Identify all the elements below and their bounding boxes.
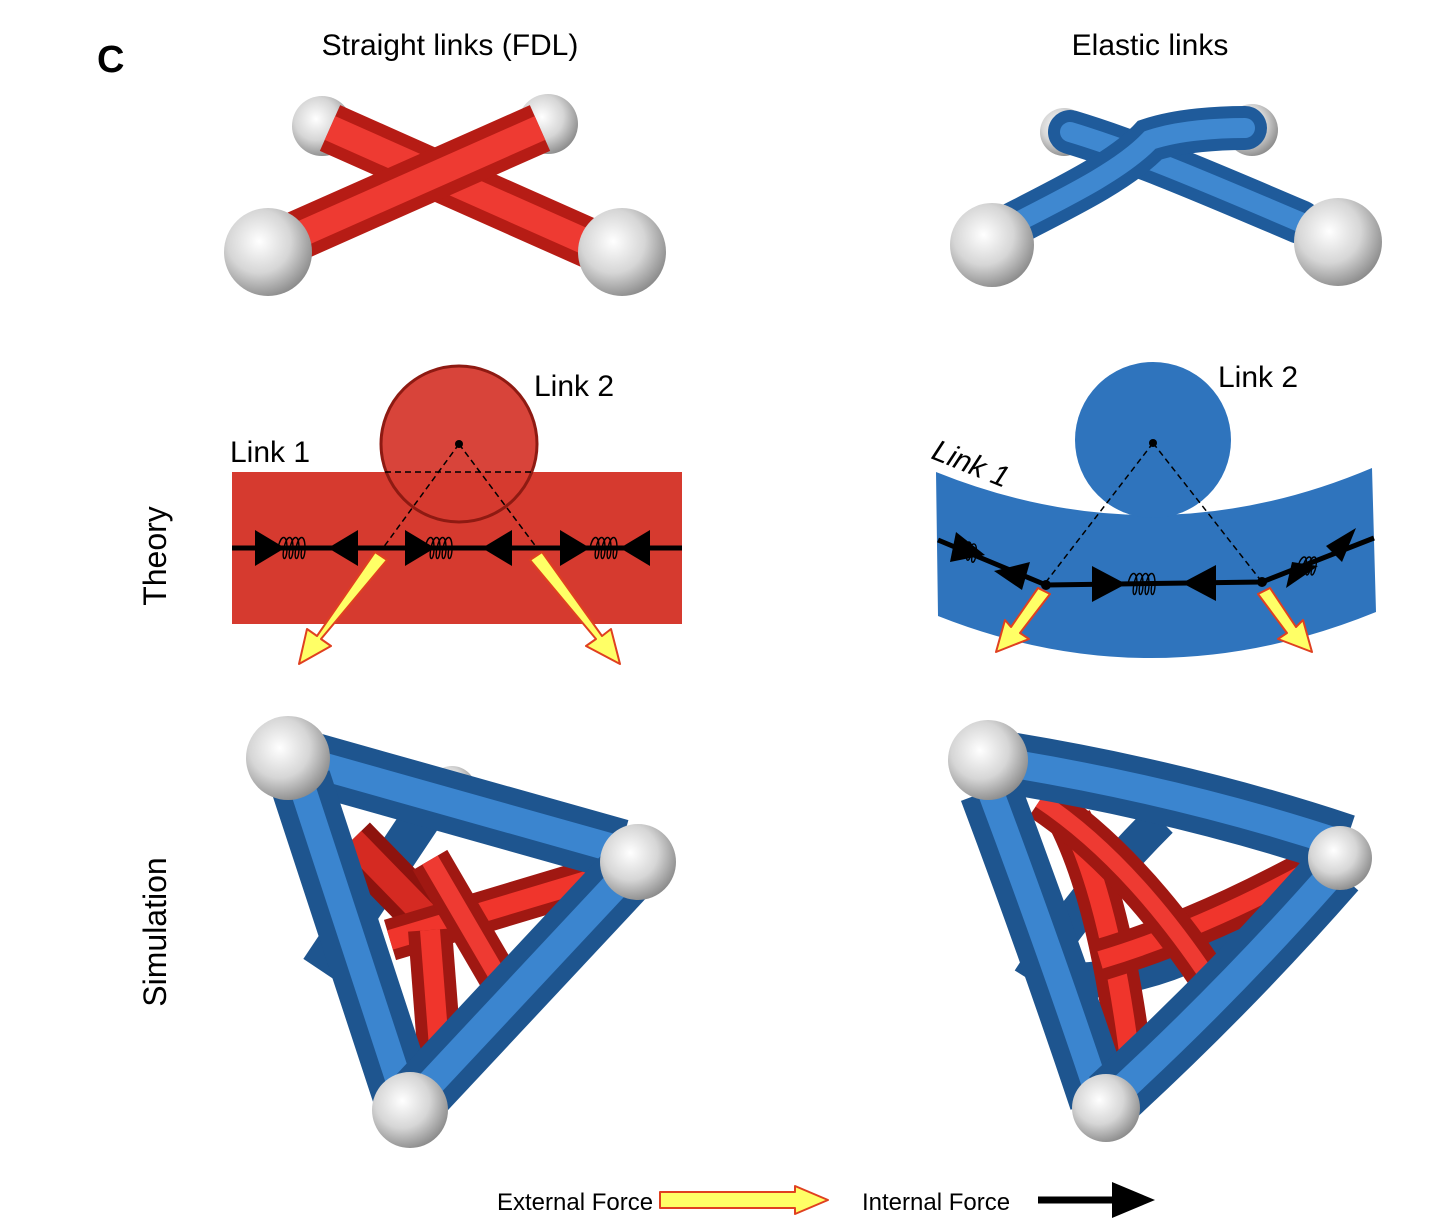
red-link-tube bbox=[1035, 793, 1217, 985]
link1-bent-body bbox=[936, 468, 1376, 659]
node-sphere bbox=[578, 208, 666, 296]
node-sphere bbox=[950, 203, 1034, 287]
blue-link-tube bbox=[977, 785, 1113, 1105]
elastic-links-3d-render bbox=[950, 104, 1382, 287]
node-sphere bbox=[246, 716, 330, 800]
blue-link-rod bbox=[296, 746, 624, 864]
internal-arrowhead bbox=[994, 562, 1030, 590]
internal-arrowhead bbox=[482, 530, 512, 566]
straight-links-3d-render bbox=[224, 94, 666, 296]
red-link-rod bbox=[422, 855, 508, 985]
legend-external-force-label: External Force bbox=[497, 1189, 653, 1216]
blue-link-rod bbox=[287, 775, 418, 1105]
legend: External Force Internal Force bbox=[497, 1182, 1155, 1218]
red-link-rod bbox=[387, 870, 593, 950]
legend-internal-force-label: Internal Force bbox=[862, 1189, 1010, 1216]
simulation-elastic-render bbox=[948, 720, 1372, 1142]
internal-arrowhead bbox=[1092, 566, 1126, 602]
legend-internal-force-arrowhead bbox=[1112, 1182, 1155, 1218]
column-title-straight: Straight links (FDL) bbox=[322, 29, 579, 62]
internal-arrowhead bbox=[1326, 528, 1356, 562]
node-sphere bbox=[1072, 1074, 1140, 1142]
external-force-arrow bbox=[529, 551, 621, 665]
link2-label: Link 2 bbox=[534, 370, 614, 403]
red-link-rod bbox=[342, 830, 440, 930]
panel-letter: C bbox=[97, 39, 124, 81]
internal-arrowhead bbox=[1182, 565, 1216, 601]
node-sphere bbox=[224, 208, 312, 296]
theory-straight-diagram: Link 1 Link 2 bbox=[230, 364, 682, 665]
red-link-rod-highlight bbox=[286, 116, 546, 250]
node-sphere bbox=[1308, 826, 1372, 890]
internal-arrowhead bbox=[1286, 562, 1318, 588]
blue-link-tube-highlight bbox=[988, 118, 1255, 242]
node-sphere bbox=[600, 824, 676, 900]
contact-dashed-line bbox=[458, 443, 538, 549]
link2-label: Link 2 bbox=[1218, 361, 1298, 394]
internal-arrowhead bbox=[620, 530, 650, 566]
contact-point bbox=[1041, 580, 1051, 590]
internal-arrowhead bbox=[255, 530, 285, 566]
spring bbox=[277, 536, 306, 560]
internal-arrowhead bbox=[560, 530, 590, 566]
contact-point bbox=[1257, 577, 1267, 587]
blue-link-tube-highlight bbox=[1060, 122, 1310, 232]
column-title-elastic: Elastic links bbox=[1072, 29, 1229, 62]
legend-external-force-arrow bbox=[659, 1185, 829, 1215]
external-force-arrow bbox=[995, 587, 1051, 653]
theory-elastic-diagram: Link 1 Link 2 bbox=[927, 361, 1376, 659]
spring bbox=[424, 536, 453, 560]
row-label-theory: Theory bbox=[137, 506, 173, 606]
blue-link-tube bbox=[1100, 860, 1346, 1111]
internal-force-line bbox=[937, 535, 1375, 588]
blue-link-tube bbox=[987, 746, 1350, 859]
external-force-arrow bbox=[298, 551, 388, 665]
contact-dashed-line bbox=[382, 443, 460, 549]
internal-arrowhead bbox=[328, 530, 358, 566]
external-force-arrow bbox=[1257, 587, 1313, 653]
node-sphere bbox=[372, 1072, 448, 1148]
simulation-straight-render bbox=[246, 716, 676, 1148]
link1-label: Link 1 bbox=[230, 436, 310, 469]
spring bbox=[589, 536, 618, 560]
node-sphere bbox=[948, 720, 1028, 800]
row-label-simulation: Simulation bbox=[137, 857, 173, 1006]
blue-link-rod bbox=[404, 860, 641, 1110]
internal-arrowhead bbox=[405, 530, 435, 566]
internal-arrowhead bbox=[950, 532, 985, 562]
spring bbox=[1127, 572, 1156, 596]
node-sphere bbox=[1294, 198, 1382, 286]
